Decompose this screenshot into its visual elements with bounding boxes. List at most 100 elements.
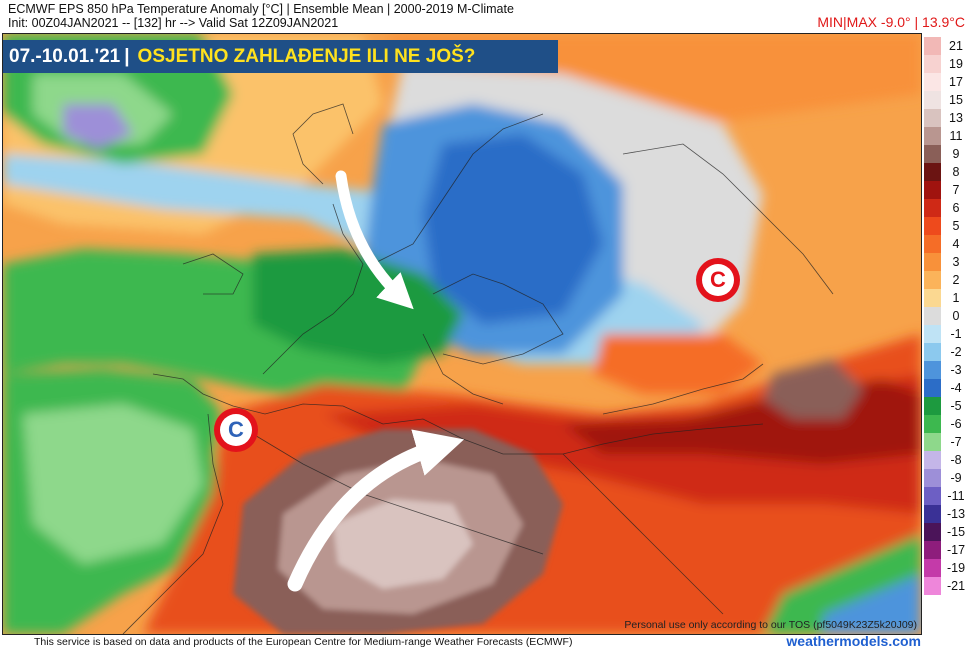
legend-row: -11: [924, 487, 972, 505]
legend-label: -21: [946, 579, 966, 593]
legend-label: -9: [950, 471, 962, 485]
sahara-warm-core: [233, 429, 563, 634]
min-max-readout: MIN|MAX -9.0° | 13.9°C: [817, 14, 965, 30]
legend-swatch: [924, 235, 941, 253]
footer-attribution: This service is based on data and produc…: [34, 636, 573, 648]
legend-swatch: [924, 451, 941, 469]
legend-row: -4: [924, 379, 972, 397]
legend-swatch: [924, 289, 941, 307]
legend-swatch: [924, 127, 941, 145]
cold-air-arrow: [335, 170, 414, 310]
legend-swatch: [924, 505, 941, 523]
cyclone-letter: C: [710, 267, 726, 292]
legend-label: -15: [946, 525, 966, 539]
color-scale-legend: 21 19 17 15 13 11 9 8 7 6 5 4 3 2 1 0 -1 -2 -3 -4 -5 -6 -7 -8 -9…: [924, 37, 972, 595]
legend-label: 4: [952, 237, 960, 251]
legend-swatch: [924, 91, 941, 109]
legend-swatch: [924, 487, 941, 505]
legend-row: 9: [924, 145, 972, 163]
legend-label: -8: [950, 453, 962, 467]
header-init-valid: Init: 00Z04JAN2021 -- [132] hr --> Valid…: [8, 16, 339, 30]
legend-swatch: [924, 307, 941, 325]
legend-label: -11: [947, 489, 965, 503]
legend-swatch: [924, 523, 941, 541]
legend-swatch: [924, 163, 941, 181]
legend-label: 19: [949, 57, 963, 71]
legend-label: 17: [949, 75, 963, 89]
legend-label: 11: [949, 129, 963, 143]
map-canvas: [3, 34, 921, 634]
legend-swatch: [924, 541, 941, 559]
legend-row: 5: [924, 217, 972, 235]
legend-swatch: [924, 343, 941, 361]
legend-swatch: [924, 559, 941, 577]
legend-label: 2: [952, 273, 960, 287]
legend-row: -5: [924, 397, 972, 415]
legend-row: -3: [924, 361, 972, 379]
legend-swatch: [924, 37, 941, 55]
legend-swatch: [924, 199, 941, 217]
legend-label: -17: [946, 543, 966, 557]
cyclone-marker-east: C: [696, 258, 740, 302]
legend-label: 15: [949, 93, 963, 107]
legend-row: -9: [924, 469, 972, 487]
legend-swatch: [924, 271, 941, 289]
legend-label: -5: [950, 399, 962, 413]
legend-row: 13: [924, 109, 972, 127]
legend-label: -19: [946, 561, 966, 575]
brand-link[interactable]: weathermodels.com: [786, 633, 921, 649]
legend-row: -8: [924, 451, 972, 469]
legend-row: -13: [924, 505, 972, 523]
flow-arrows: [287, 170, 465, 592]
legend-row: -17: [924, 541, 972, 559]
cyclone-marker-west: C: [214, 408, 258, 452]
header-title: ECMWF EPS 850 hPa Temperature Anomaly [°…: [8, 2, 514, 16]
legend-label: 9: [952, 147, 960, 161]
legend-swatch: [924, 73, 941, 91]
legend-label: 0: [952, 309, 960, 323]
legend-label: 21: [949, 39, 963, 53]
legend-swatch: [924, 325, 941, 343]
legend-row: 21: [924, 37, 972, 55]
legend-swatch: [924, 397, 941, 415]
coastlines-and-borders: [122, 103, 834, 634]
legend-label: 1: [952, 291, 960, 305]
legend-label: 13: [949, 111, 963, 125]
legend-swatch: [924, 577, 941, 595]
legend-label: -3: [950, 363, 962, 377]
legend-label: -4: [950, 381, 962, 395]
legend-label: 3: [952, 255, 960, 269]
legend-swatch: [924, 55, 941, 73]
legend-label: 7: [952, 183, 960, 197]
legend-row: -7: [924, 433, 972, 451]
legend-row: 7: [924, 181, 972, 199]
legend-row: -21: [924, 577, 972, 595]
legend-row: 2: [924, 271, 972, 289]
legend-label: 8: [952, 165, 960, 179]
legend-label: -7: [950, 435, 962, 449]
legend-swatch: [924, 361, 941, 379]
title-banner: 07.-10.01.'21 | OSJETNO ZAHLAĐENJE ILI N…: [3, 40, 558, 73]
legend-row: 0: [924, 307, 972, 325]
banner-date: 07.-10.01.'21: [9, 45, 121, 67]
legend-swatch: [924, 109, 941, 127]
cyclone-letter: C: [228, 417, 244, 442]
legend-row: 4: [924, 235, 972, 253]
legend-swatch: [924, 379, 941, 397]
temperature-anomaly-map: [2, 33, 922, 635]
legend-row: -19: [924, 559, 972, 577]
legend-label: -6: [950, 417, 962, 431]
legend-label: 5: [952, 219, 960, 233]
legend-row: 1: [924, 289, 972, 307]
tos-notice: Personal use only according to our TOS (…: [624, 619, 917, 631]
legend-row: -15: [924, 523, 972, 541]
legend-swatch: [924, 253, 941, 271]
legend-label: -1: [950, 327, 962, 341]
legend-row: 3: [924, 253, 972, 271]
legend-swatch: [924, 433, 941, 451]
legend-row: 17: [924, 73, 972, 91]
warm-air-arrow: [287, 429, 465, 592]
legend-swatch: [924, 415, 941, 433]
banner-title: OSJETNO ZAHLAĐENJE ILI NE JOŠ?: [137, 45, 476, 67]
legend-swatch: [924, 469, 941, 487]
